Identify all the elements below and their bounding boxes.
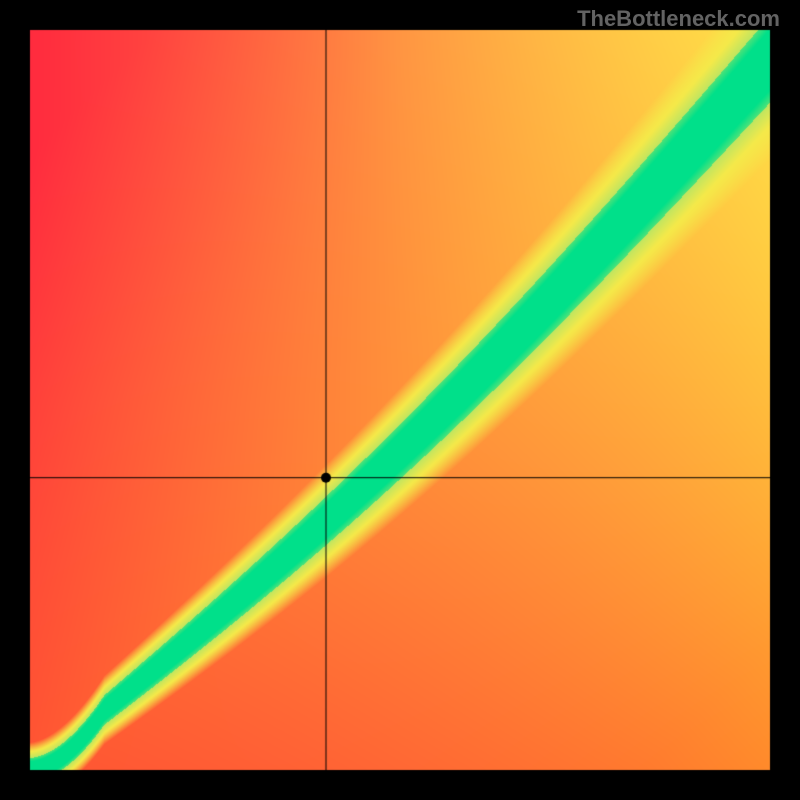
watermark-text: TheBottleneck.com (577, 6, 780, 32)
bottleneck-heatmap (0, 0, 800, 800)
chart-container: TheBottleneck.com (0, 0, 800, 800)
